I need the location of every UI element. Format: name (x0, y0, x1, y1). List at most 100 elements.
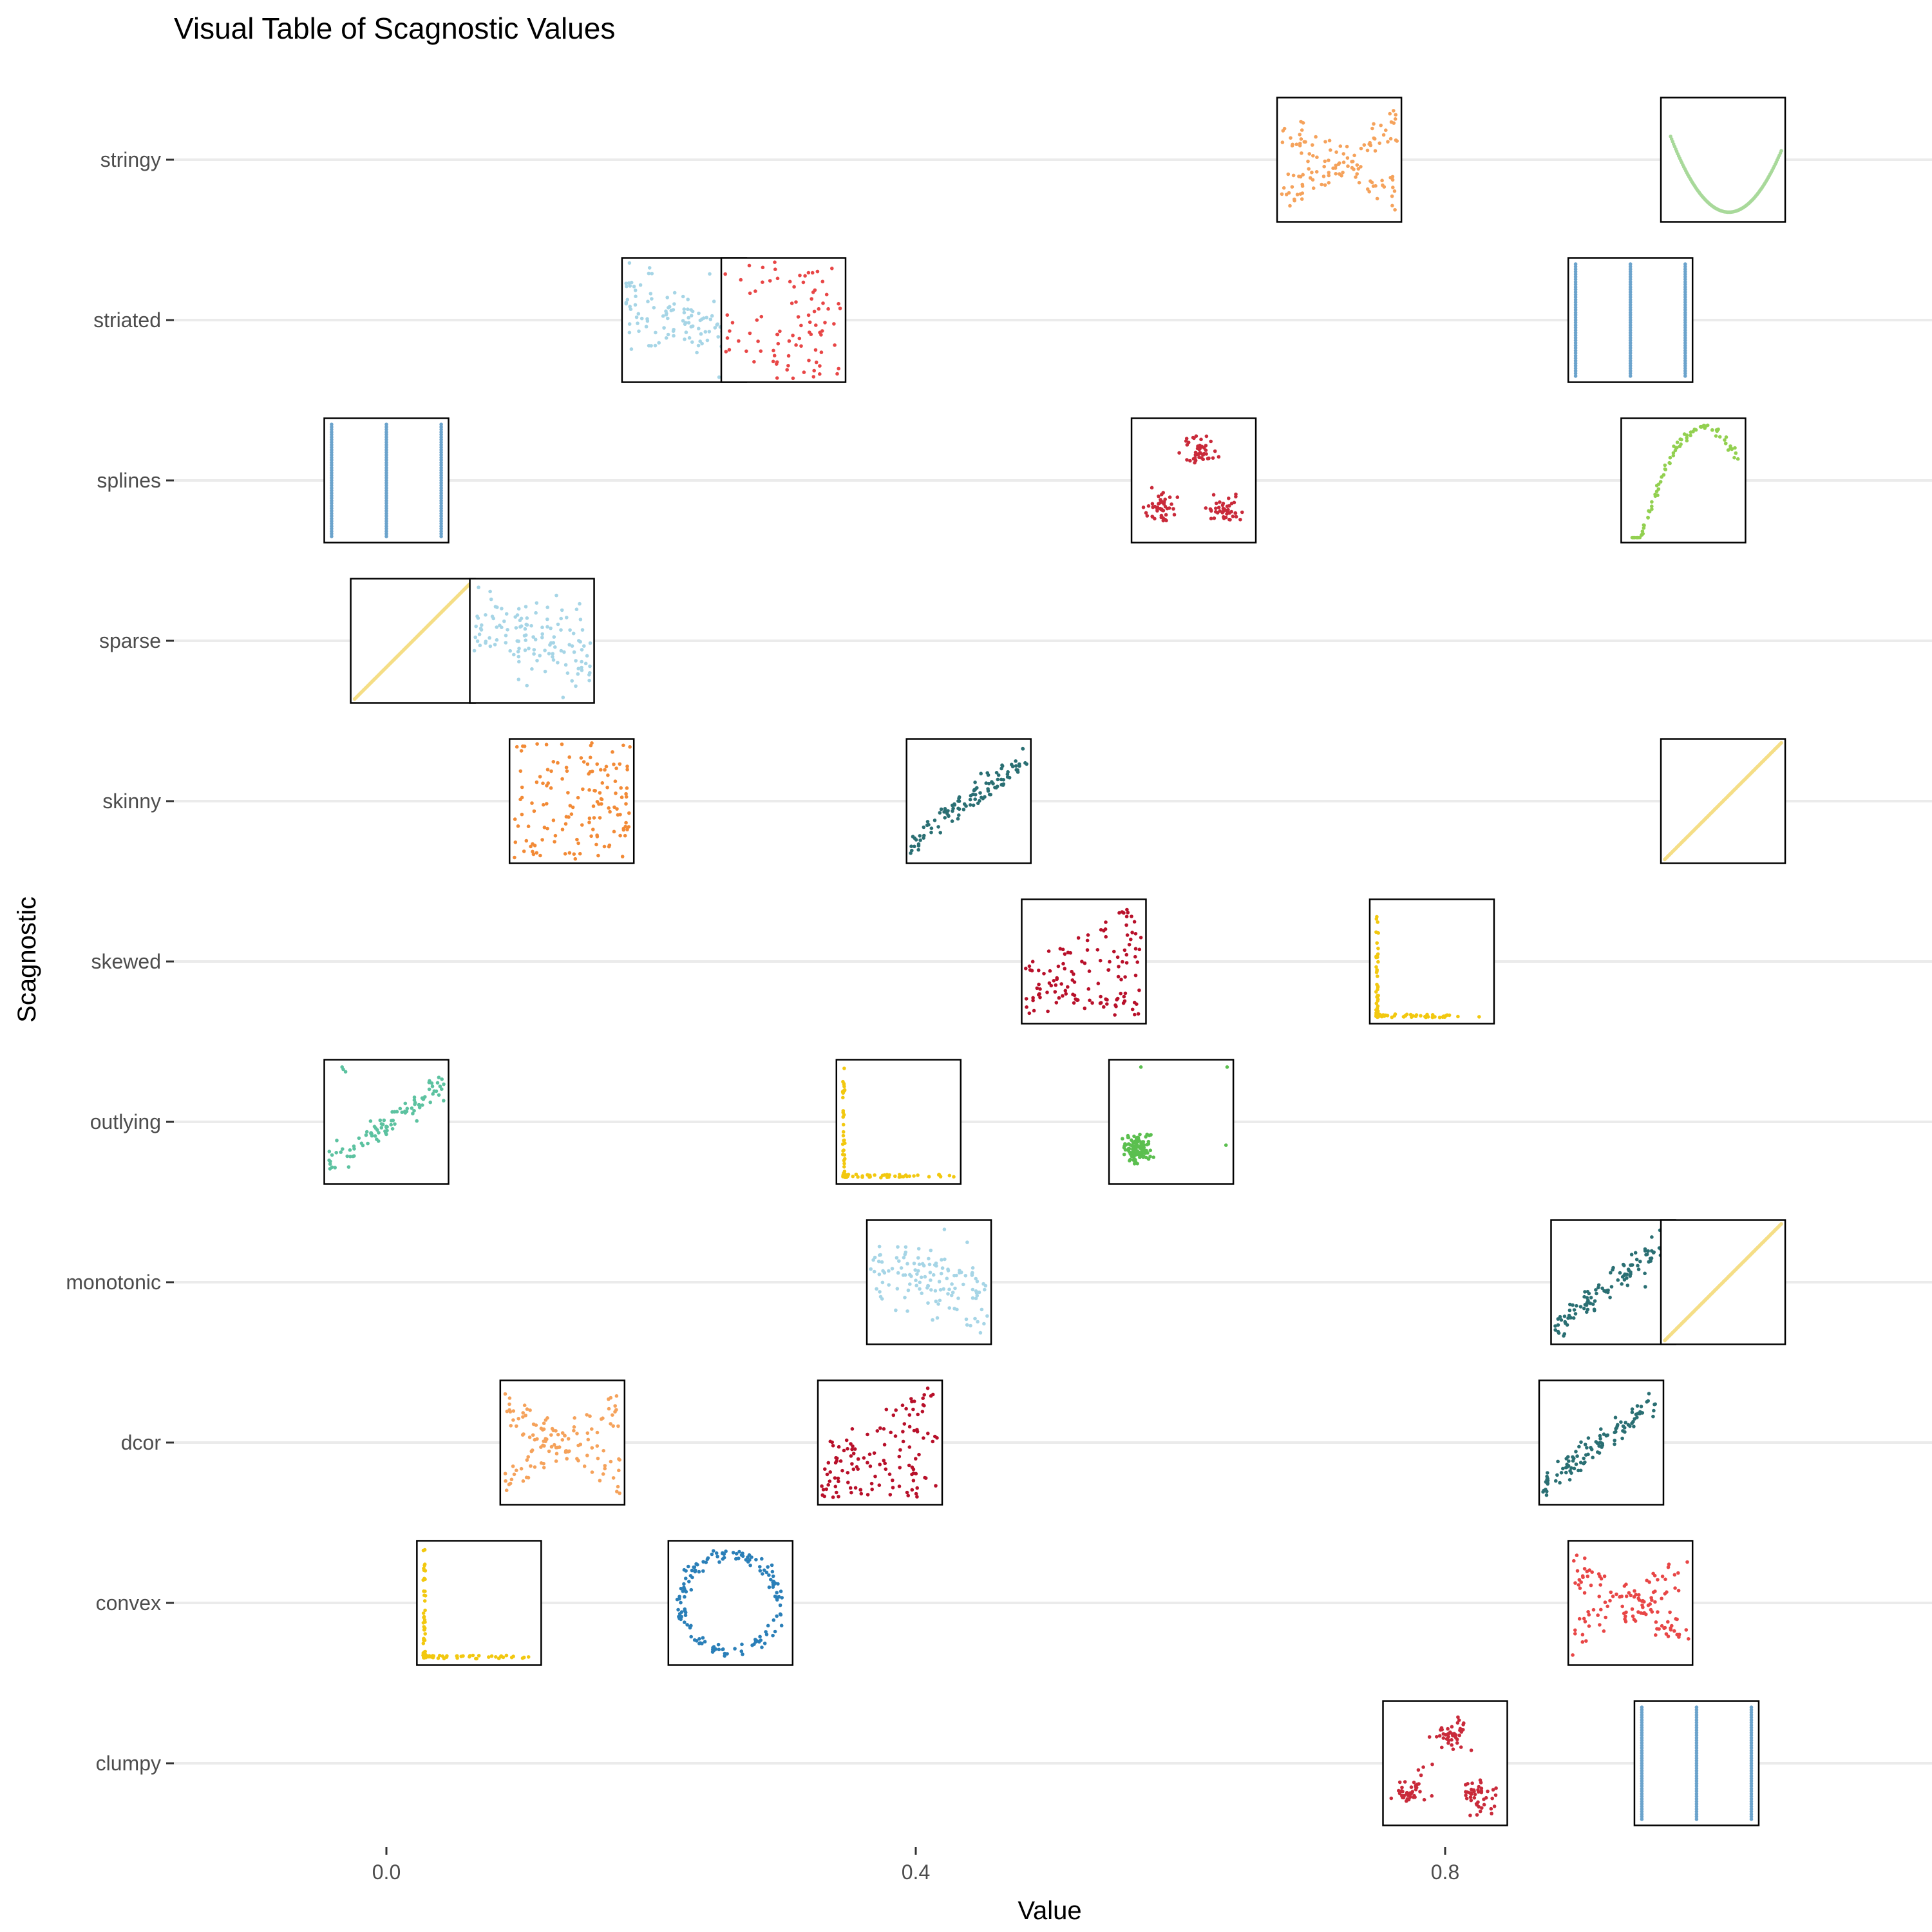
thumbnail-point (1061, 947, 1065, 952)
thumbnail-point (405, 1106, 410, 1111)
thumbnail-point (1572, 1466, 1577, 1471)
thumbnail-striated-stripes (1567, 257, 1694, 383)
thumbnail-point (1620, 1436, 1624, 1441)
thumbnail-point (1598, 1583, 1602, 1587)
thumbnail-point (549, 1433, 553, 1437)
thumbnail-point (1749, 1766, 1754, 1770)
thumbnail-monotonic-line (1660, 1219, 1786, 1345)
thumbnail-point (1087, 969, 1092, 973)
thumbnail-point (773, 267, 777, 272)
thumbnail-point (391, 1119, 395, 1122)
thumbnail-point (771, 359, 775, 364)
thumbnail-point (1141, 1155, 1145, 1159)
thumbnail-point (758, 1634, 762, 1639)
thumbnail-point (721, 1647, 725, 1651)
thumbnail-point (439, 422, 443, 426)
thumbnail-point (730, 321, 735, 325)
thumbnail-point (636, 312, 641, 316)
thumbnail-point (786, 354, 791, 358)
thumbnail-point (690, 340, 694, 344)
thumbnail-outlying-lshape (835, 1059, 962, 1185)
thumbnail-point (741, 1653, 744, 1656)
thumbnail-point (439, 455, 443, 460)
thumbnail-point (1231, 515, 1235, 518)
thumbnail-point (1139, 1065, 1143, 1069)
thumbnail-point (814, 360, 819, 365)
thumbnail-point (754, 1558, 758, 1562)
thumbnail-point (1683, 313, 1687, 317)
thumbnail-point (1456, 1715, 1460, 1719)
thumbnail-point (1600, 1445, 1604, 1449)
thumbnail-point (1117, 965, 1121, 969)
thumbnail-point (1227, 504, 1231, 508)
thumbnail-point (1646, 516, 1650, 520)
thumbnail-point (439, 445, 443, 450)
thumbnail-point (1478, 1809, 1482, 1814)
thumbnail-point (1116, 974, 1121, 979)
thumbnail-point (1314, 170, 1319, 174)
thumbnail-point (1643, 1285, 1647, 1289)
thumbnail-point (1658, 480, 1663, 484)
thumbnail-point (1660, 1596, 1663, 1600)
thumbnail-point (1694, 1730, 1699, 1735)
thumbnail-point (1142, 1148, 1146, 1153)
thumbnail-point (1587, 1624, 1591, 1628)
thumbnail-point (985, 771, 989, 775)
thumbnail-point (585, 1431, 590, 1435)
thumbnail-point (1729, 446, 1734, 451)
thumbnail-point (1355, 163, 1359, 167)
thumbnail-point (553, 1443, 556, 1447)
thumbnail-point (1578, 1461, 1583, 1464)
thumbnail-point (548, 643, 552, 647)
thumbnail-point (1389, 1796, 1394, 1801)
thumbnail-point (574, 607, 579, 611)
thumbnail-point (1455, 1741, 1459, 1745)
thumbnail-point (1311, 154, 1315, 158)
thumbnail-point (1683, 326, 1687, 330)
thumbnail-point (632, 285, 636, 289)
thumbnail-point (330, 491, 334, 495)
thumbnail-point (1640, 1716, 1644, 1719)
thumbnail-point (1594, 1440, 1598, 1444)
thumbnail-point (1122, 948, 1127, 952)
thumbnail-point (636, 321, 639, 325)
thumbnail-monotonic-linear (1550, 1219, 1676, 1345)
thumbnail-point (1694, 1754, 1699, 1757)
thumbnail-point (734, 1551, 739, 1556)
thumbnail-point (1327, 181, 1331, 185)
thumbnail-point (1373, 149, 1378, 153)
thumbnail-point (580, 665, 583, 670)
thumbnail-point (1694, 1772, 1699, 1776)
thumbnail-point (1694, 1776, 1699, 1781)
thumbnail-point (842, 1139, 846, 1142)
thumbnail-point (1628, 1424, 1632, 1428)
thumbnail-point (952, 1307, 956, 1311)
thumbnail-point (1430, 1762, 1434, 1766)
thumbnail-point (1403, 1014, 1408, 1018)
thumbnail-point (384, 519, 388, 523)
thumbnail-point (806, 313, 811, 317)
thumbnail-point (1669, 1628, 1673, 1632)
thumbnail-point (1133, 947, 1138, 951)
thumbnail-point (1350, 159, 1355, 164)
thumbnail-point (1654, 1620, 1658, 1624)
thumbnail-point (724, 350, 728, 354)
thumbnail-point (422, 1562, 427, 1566)
thumbnail-point (512, 652, 516, 657)
thumbnail-point (858, 1488, 862, 1492)
thumbnail-point (842, 1165, 846, 1169)
thumbnail-point (542, 802, 545, 807)
thumbnail-point (812, 368, 816, 373)
thumbnail-point (1484, 1795, 1488, 1800)
thumbnail-point (1678, 444, 1682, 448)
thumbnail-point (1098, 958, 1103, 963)
thumbnail-point (1628, 333, 1633, 337)
thumbnail-point (598, 816, 602, 820)
thumbnail-frame (667, 1540, 794, 1666)
thumbnail-point (384, 478, 388, 482)
thumbnail-point (759, 1638, 763, 1642)
thumbnail-point (1457, 1718, 1461, 1722)
thumbnail-point (330, 476, 334, 480)
thumbnail-point (1132, 1162, 1137, 1166)
thumbnail-point (1628, 308, 1633, 312)
